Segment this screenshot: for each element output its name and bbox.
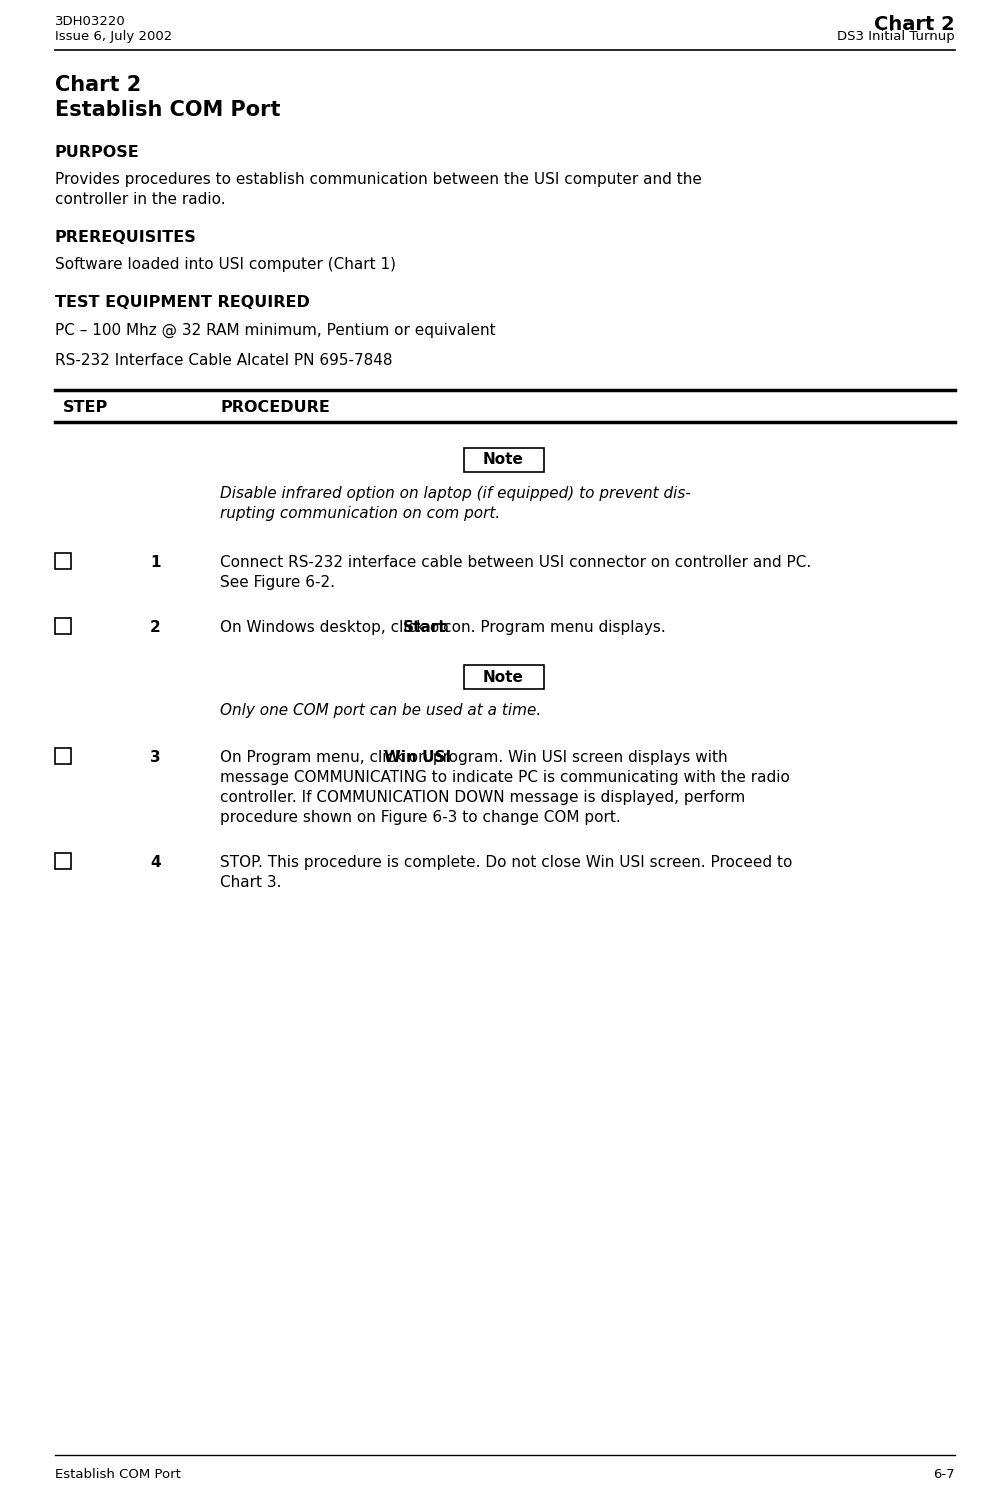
FancyBboxPatch shape [463, 665, 544, 688]
Text: Issue 6, July 2002: Issue 6, July 2002 [55, 30, 172, 43]
Text: Note: Note [483, 452, 524, 467]
Text: 6-7: 6-7 [933, 1468, 955, 1481]
Text: STEP: STEP [63, 400, 108, 415]
Text: 1: 1 [150, 555, 160, 570]
Text: 4: 4 [150, 855, 161, 870]
Text: Disable infrared option on laptop (if equipped) to prevent dis-: Disable infrared option on laptop (if eq… [220, 486, 691, 501]
Text: program. Win USI screen displays with: program. Win USI screen displays with [428, 749, 727, 764]
Text: message COMMUNICATING to indicate PC is communicating with the radio: message COMMUNICATING to indicate PC is … [220, 770, 789, 785]
Text: procedure shown on Figure 6-3 to change COM port.: procedure shown on Figure 6-3 to change … [220, 810, 620, 825]
Text: 3: 3 [150, 749, 161, 764]
Text: 2: 2 [150, 620, 161, 635]
Bar [55, 619, 71, 633]
Text: DS3 Initial Turnup: DS3 Initial Turnup [837, 30, 955, 43]
FancyBboxPatch shape [463, 448, 544, 471]
Text: PC – 100 Mhz @ 32 RAM minimum, Pentium or equivalent: PC – 100 Mhz @ 32 RAM minimum, Pentium o… [55, 323, 495, 338]
Bar [55, 553, 71, 570]
Text: Only one COM port can be used at a time.: Only one COM port can be used at a time. [220, 703, 541, 718]
Text: PREREQUISITES: PREREQUISITES [55, 230, 196, 245]
Text: icon. Program menu displays.: icon. Program menu displays. [434, 620, 666, 635]
Text: See Figure 6-2.: See Figure 6-2. [220, 575, 335, 590]
Text: Establish COM Port: Establish COM Port [55, 100, 281, 120]
Text: TEST EQUIPMENT REQUIRED: TEST EQUIPMENT REQUIRED [55, 294, 310, 309]
Text: 3DH03220: 3DH03220 [55, 15, 126, 28]
Text: controller. If COMMUNICATION DOWN message is displayed, perform: controller. If COMMUNICATION DOWN messag… [220, 790, 745, 804]
Text: On Program menu, click on: On Program menu, click on [220, 749, 433, 764]
Text: Establish COM Port: Establish COM Port [55, 1468, 181, 1481]
Text: Provides procedures to establish communication between the USI computer and the: Provides procedures to establish communi… [55, 172, 702, 187]
Text: STOP. This procedure is complete. Do not close Win USI screen. Proceed to: STOP. This procedure is complete. Do not… [220, 855, 793, 870]
Text: Start: Start [403, 620, 446, 635]
Text: PURPOSE: PURPOSE [55, 146, 140, 161]
Text: Win USI: Win USI [384, 749, 451, 764]
Text: On Windows desktop, click on: On Windows desktop, click on [220, 620, 454, 635]
Text: RS-232 Interface Cable Alcatel PN 695-7848: RS-232 Interface Cable Alcatel PN 695-78… [55, 352, 393, 367]
Text: Note: Note [483, 669, 524, 684]
Bar [55, 748, 71, 764]
Text: rupting communication on com port.: rupting communication on com port. [220, 506, 500, 520]
Bar [55, 854, 71, 868]
Text: Chart 3.: Chart 3. [220, 874, 282, 891]
Text: PROCEDURE: PROCEDURE [220, 400, 330, 415]
Text: Software loaded into USI computer (Chart 1): Software loaded into USI computer (Chart… [55, 257, 396, 272]
Text: Chart 2: Chart 2 [55, 74, 141, 95]
Text: Connect RS-232 interface cable between USI connector on controller and PC.: Connect RS-232 interface cable between U… [220, 555, 812, 570]
Text: controller in the radio.: controller in the radio. [55, 192, 226, 207]
Text: Chart 2: Chart 2 [874, 15, 955, 34]
